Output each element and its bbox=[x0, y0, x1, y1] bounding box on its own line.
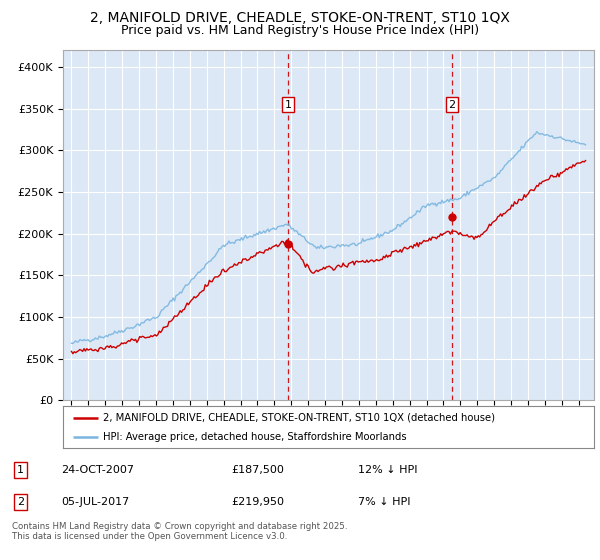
Text: 7% ↓ HPI: 7% ↓ HPI bbox=[358, 497, 410, 507]
Text: 1: 1 bbox=[17, 465, 24, 475]
Text: Price paid vs. HM Land Registry's House Price Index (HPI): Price paid vs. HM Land Registry's House … bbox=[121, 24, 479, 36]
Text: 2, MANIFOLD DRIVE, CHEADLE, STOKE-ON-TRENT, ST10 1QX (detached house): 2, MANIFOLD DRIVE, CHEADLE, STOKE-ON-TRE… bbox=[103, 413, 495, 423]
Text: £187,500: £187,500 bbox=[231, 465, 284, 475]
Text: 12% ↓ HPI: 12% ↓ HPI bbox=[358, 465, 417, 475]
Text: 1: 1 bbox=[284, 100, 292, 110]
Text: 2: 2 bbox=[449, 100, 455, 110]
Text: 2, MANIFOLD DRIVE, CHEADLE, STOKE-ON-TRENT, ST10 1QX: 2, MANIFOLD DRIVE, CHEADLE, STOKE-ON-TRE… bbox=[90, 11, 510, 25]
Text: 24-OCT-2007: 24-OCT-2007 bbox=[61, 465, 134, 475]
Text: Contains HM Land Registry data © Crown copyright and database right 2025.
This d: Contains HM Land Registry data © Crown c… bbox=[12, 522, 347, 542]
Text: £219,950: £219,950 bbox=[231, 497, 284, 507]
Text: 05-JUL-2017: 05-JUL-2017 bbox=[61, 497, 129, 507]
Text: HPI: Average price, detached house, Staffordshire Moorlands: HPI: Average price, detached house, Staf… bbox=[103, 432, 406, 442]
Text: 2: 2 bbox=[17, 497, 24, 507]
